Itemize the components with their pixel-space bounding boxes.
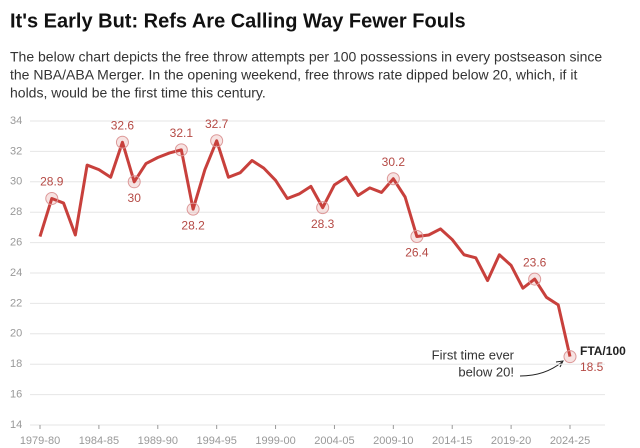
data-label: 23.6 [523,255,547,269]
x-tick-label: 2004-05 [314,435,354,447]
series-label: FTA/100 [580,344,626,358]
highlight-ring [127,175,141,189]
annotation: below 20! [458,364,514,379]
y-tick-label: 18 [10,358,22,370]
data-label: 28.2 [181,218,205,232]
x-tick-label: 1994-95 [196,435,236,447]
y-tick-label: 22 [10,297,22,309]
highlight-ring [45,192,59,206]
subtitle: the NBA/ABA Merger. In the opening weeke… [10,67,577,83]
x-tick-label: 2009-10 [373,435,413,447]
annotation: First time ever [432,347,515,362]
chart-title: It's Early But: Refs Are Calling Way Few… [10,10,466,32]
highlight-ring [410,230,424,244]
x-tick-label: 1984-85 [79,435,119,447]
y-tick-label: 14 [10,419,22,431]
y-tick-label: 24 [10,267,22,279]
data-label: 18.5 [580,360,604,374]
highlight-ring [386,172,400,186]
x-tick-label: 1999-00 [255,435,295,447]
highlight-ring [174,143,188,157]
subtitle: holds, would be the first time this cent… [10,85,266,101]
highlight-ring [186,202,200,216]
data-label: 32.7 [205,117,229,131]
data-label: 28.3 [311,217,335,231]
data-label: 30 [128,191,142,205]
data-label: 28.9 [40,175,64,189]
data-label: 32.1 [170,126,194,140]
y-tick-label: 20 [10,328,22,340]
highlight-ring [563,350,577,364]
highlight-ring [115,135,129,149]
highlight-ring [210,134,224,148]
x-tick-label: 2019-20 [491,435,531,447]
data-label: 26.4 [405,246,429,260]
y-tick-label: 32 [10,145,22,157]
x-tick-label: 1989-90 [138,435,178,447]
data-label: 30.2 [382,155,406,169]
x-tick-label: 2014-15 [432,435,472,447]
x-tick-label: 2024-25 [550,435,590,447]
y-tick-label: 26 [10,237,22,249]
x-tick-label: 1979-80 [20,435,60,447]
y-tick-label: 34 [10,115,22,127]
line [38,139,572,357]
y-tick-label: 28 [10,206,22,218]
annotation-arrowhead [555,360,564,368]
y-tick-label: 30 [10,176,22,188]
subtitle: The below chart depicts the free throw a… [10,49,602,65]
highlight-ring [316,201,330,215]
data-label: 32.6 [111,118,135,132]
y-tick-label: 16 [10,389,22,401]
highlight-ring [528,272,542,286]
